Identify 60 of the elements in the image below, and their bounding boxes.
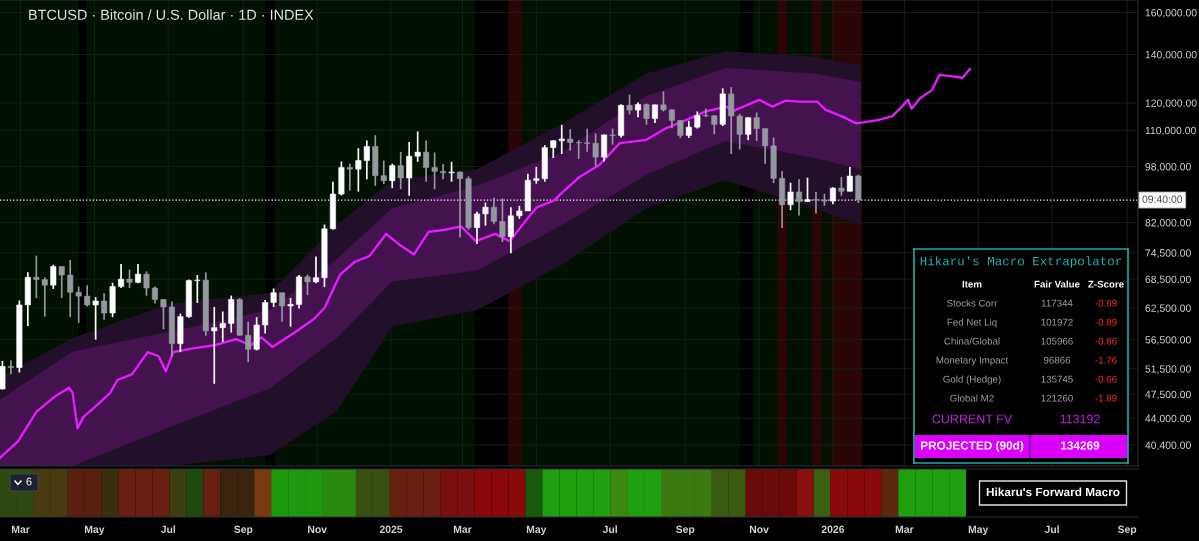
y-tick-label: 82,000.00 [1145,219,1191,228]
x-tick-label: Jul [602,525,617,533]
x-tick-label: Sep [1117,525,1137,536]
data-label: -0.86 [1095,337,1117,345]
x-tick-label: 2026 [821,525,845,533]
data-label: -0.66 [1095,375,1117,383]
x-tick-label: Mar [895,525,914,533]
y-tick-label: 40,400.00 [1145,441,1191,451]
data-label: 105966 [1041,337,1073,345]
x-tick-label: May [85,525,105,536]
x-tick-label: Mar [453,525,472,533]
category-label: China/Global [944,337,1000,345]
text: Hikaru's Forward Macro [986,487,1120,497]
annotation: 113192 [1060,414,1100,424]
y-tick-label: 110,000.00 [1145,126,1196,136]
x-tick-label: Nov [749,525,769,533]
text: BTCUSD · Bitcoin / U.S. Dollar · 1D · INDEX [29,9,314,20]
y-tick-label: 47,500.00 [1145,390,1191,400]
x-tick-label: Sep [234,525,253,536]
data-label: -1.76 [1095,356,1117,364]
y-tick-label: 62,500.00 [1145,304,1191,314]
data-label: 96866 [1043,356,1071,364]
y-tick-label: 68,500.00 [1145,275,1191,285]
y-tick-label: 160,000.00 [1145,9,1197,18]
series-label: Fair Value [1034,280,1080,288]
text: 09:40:00 [1142,195,1183,203]
data-label: 101972 [1041,318,1073,326]
y-tick-label: 56,500.00 [1145,336,1191,345]
category-label: Gold (Hedge) [943,375,1001,385]
x-tick-label: May [968,525,989,536]
y-tick-label: 51,500.00 [1145,365,1191,374]
data-label: 135745 [1041,375,1073,383]
y-tick-label: 120,000.00 [1145,99,1197,109]
x-tick-label: Nov [308,525,327,533]
category-label: Stocks Corr [947,299,998,307]
data-label: -0.69 [1095,299,1117,307]
text: Hikaru's Macro Extrapolator [920,256,1122,268]
annotation: PROJECTED (90d) [920,441,1024,452]
x-tick-label: Sep [675,525,695,536]
data-label: -1.89 [1095,394,1117,402]
annotation: 134269 [1061,441,1100,450]
annotation: CURRENT FV [932,414,1013,424]
y-tick-label: 140,000.00 [1145,50,1197,60]
category-label: Global M2 [950,394,994,402]
x-tick-label: Mar [12,525,30,533]
y-tick-label: 44,000.00 [1145,414,1191,424]
data-label: 121260 [1041,394,1073,402]
annotation: Item [962,280,982,288]
x-tick-label: Jul [160,525,176,533]
x-tick-label: May [526,525,547,536]
y-tick-label: 98,000.00 [1145,163,1191,172]
x-tick-label: 2025 [379,525,403,533]
category-label: Fed Net Liq [947,318,997,328]
y-tick-label: 74,500.00 [1145,249,1191,258]
data-label: -0.89 [1095,318,1117,326]
data-label: 117344 [1041,299,1073,307]
x-tick-label: Jul [1044,525,1059,533]
annotation: 6 [26,477,32,486]
text: Z-Score [1088,280,1124,288]
category-label: Monetary Impact [936,356,1009,366]
